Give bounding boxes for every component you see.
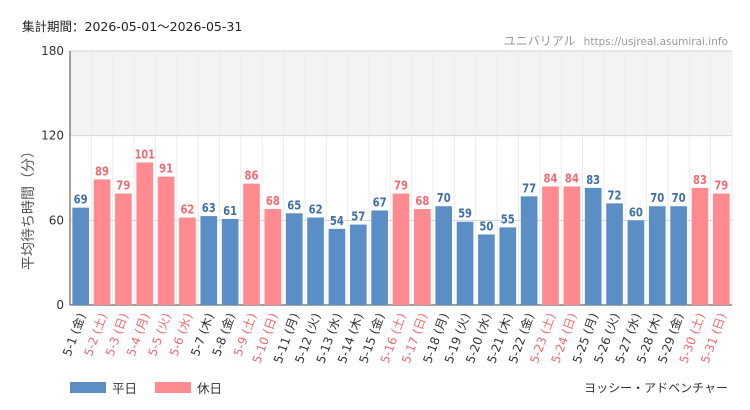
data-label: 67 (373, 194, 387, 209)
data-label: 77 (522, 180, 536, 195)
bar (349, 224, 367, 305)
y-tick-label: 180 (41, 44, 64, 58)
bar (435, 206, 453, 305)
data-label: 69 (74, 192, 88, 207)
bar (179, 217, 196, 305)
y-tick-label: 0 (56, 298, 64, 312)
bar (328, 228, 346, 305)
site-url[interactable]: https://usjreal.asumirai.info (583, 36, 728, 48)
bar (542, 186, 559, 305)
data-label: 79 (394, 178, 408, 193)
data-label: 83 (586, 172, 600, 187)
data-label: 65 (287, 197, 301, 212)
bar (264, 209, 282, 305)
bar (115, 193, 132, 305)
legend-swatch-holiday (155, 382, 192, 393)
bar (157, 176, 175, 305)
data-label: 79 (116, 178, 130, 193)
legend-swatch-weekday (70, 382, 106, 393)
data-label: 89 (95, 163, 109, 178)
legend-label-weekday: 平日 (112, 381, 138, 396)
data-label: 68 (266, 193, 280, 208)
data-label: 60 (629, 204, 643, 219)
data-label: 86 (245, 168, 259, 183)
bar (285, 213, 303, 305)
data-label: 50 (479, 218, 493, 233)
bar (221, 218, 239, 305)
data-label: 68 (415, 193, 429, 208)
bar (371, 210, 388, 305)
data-label: 84 (565, 170, 579, 185)
data-label: 62 (180, 202, 194, 217)
bar (584, 187, 602, 305)
bar (520, 196, 538, 305)
data-label: 101 (135, 146, 155, 161)
bar (648, 206, 666, 305)
data-label: 62 (309, 202, 323, 217)
data-label: 72 (608, 187, 622, 202)
bar (627, 220, 645, 305)
attraction-name: ヨッシー・アドベンチャー (584, 381, 728, 395)
legend-item-holiday[interactable]: 休日 (155, 378, 222, 397)
bar (243, 183, 260, 305)
bar (670, 206, 687, 305)
bar (712, 193, 730, 305)
bar (93, 179, 111, 305)
period-label: 集計期間：2026-05-01～2026-05-31 (22, 19, 243, 34)
y-tick-label: 60 (49, 213, 64, 227)
data-label: 70 (437, 190, 451, 205)
site-brand[interactable]: ユニバリアル https://usjreal.asumirai.info (504, 32, 728, 49)
bar (414, 209, 431, 305)
bar (392, 193, 410, 305)
data-label: 91 (159, 161, 173, 176)
site-name: ユニバリアル (503, 34, 576, 48)
y-tick-label: 120 (41, 129, 64, 143)
bar (72, 207, 90, 305)
data-label: 55 (501, 211, 515, 226)
data-label: 63 (202, 200, 216, 215)
bar (478, 234, 495, 305)
data-label: 83 (693, 172, 707, 187)
data-label: 84 (543, 170, 557, 185)
data-label: 61 (223, 203, 237, 218)
bar (307, 217, 324, 305)
bar (456, 221, 474, 305)
legend-item-weekday[interactable]: 平日 (70, 378, 137, 397)
highlight-band (70, 51, 732, 136)
data-label: 57 (351, 209, 365, 224)
data-label: 70 (672, 190, 686, 205)
data-label: 70 (650, 190, 664, 205)
bar (606, 203, 623, 305)
bar (691, 187, 709, 305)
bar (200, 216, 218, 305)
bar (563, 186, 581, 305)
data-label: 79 (714, 178, 728, 193)
data-label: 59 (458, 206, 472, 221)
bar (499, 227, 517, 305)
bar (136, 162, 154, 305)
legend: 平日 休日 (70, 378, 240, 397)
data-label: 54 (330, 213, 344, 228)
legend-label-holiday: 休日 (197, 381, 223, 396)
